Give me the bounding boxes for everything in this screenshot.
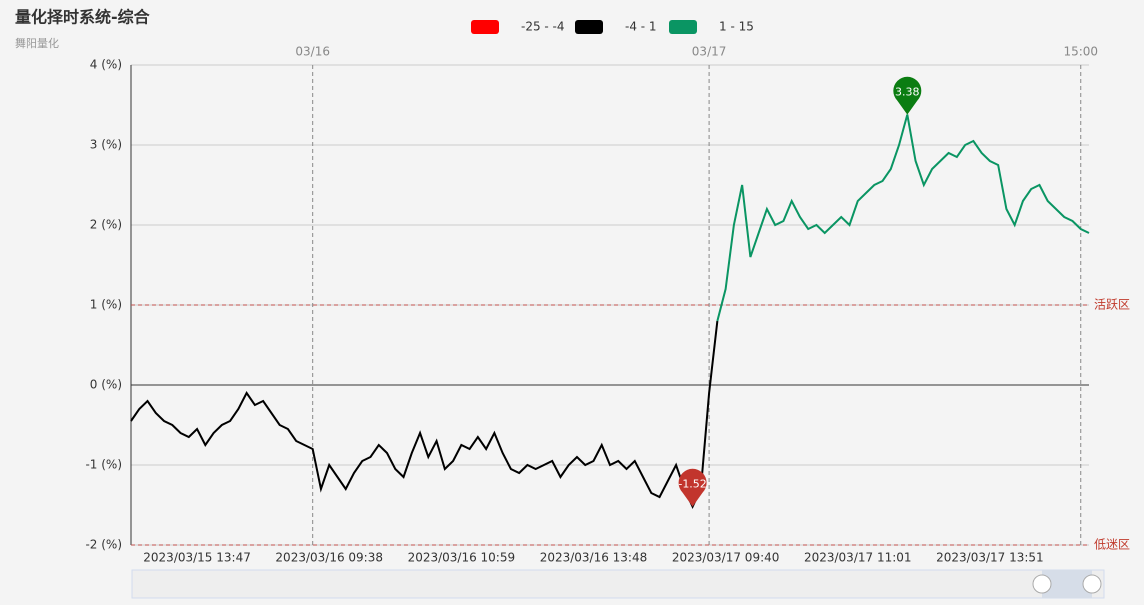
- x-tick-label: 2023/03/15 13:47: [143, 551, 251, 565]
- mark-pin-label: -1.52: [678, 478, 706, 491]
- zoom-handle[interactable]: [1082, 574, 1102, 594]
- legend-label: 1 - 15: [719, 20, 754, 34]
- zoom-track: [131, 569, 1105, 599]
- legend-swatch: [471, 20, 499, 34]
- x-tick-label: 2023/03/16 13:48: [540, 551, 648, 565]
- mark-pin: [678, 468, 707, 507]
- legend-swatch: [575, 20, 603, 34]
- y-tick-label: 4 (%): [90, 58, 122, 72]
- y-tick-label: 3 (%): [90, 138, 122, 152]
- chart-subtitle: 舞阳量化: [15, 36, 59, 50]
- top-label: 15:00: [1063, 45, 1098, 59]
- series-line: [130, 320, 719, 509]
- legend-swatch: [669, 20, 697, 34]
- mark-line-label: 低迷区: [1094, 538, 1130, 552]
- chart-title: 量化择时系统-综合: [15, 8, 151, 27]
- data-zoom[interactable]: [131, 569, 1105, 599]
- top-label: 03/16: [295, 45, 330, 59]
- x-tick-label: 2023/03/17 13:51: [936, 551, 1044, 565]
- x-tick-label: 2023/03/17 11:01: [804, 551, 912, 565]
- zoom-handle[interactable]: [1032, 574, 1052, 594]
- y-tick-label: 2 (%): [90, 218, 122, 232]
- mark-pin: [893, 76, 922, 115]
- y-tick-label: 0 (%): [90, 378, 122, 392]
- y-tick-label: -2 (%): [85, 538, 122, 552]
- x-tick-label: 2023/03/16 10:59: [408, 551, 516, 565]
- mark-pin-label: 3.38: [895, 86, 920, 99]
- legend-label: -4 - 1: [625, 20, 657, 34]
- x-tick-label: 2023/03/16 09:38: [275, 551, 383, 565]
- x-tick-label: 2023/03/17 09:40: [672, 551, 780, 565]
- mark-line-label: 活跃区: [1094, 298, 1130, 312]
- y-tick-label: 1 (%): [90, 298, 122, 312]
- y-tick-label: -1 (%): [85, 458, 122, 472]
- legend-label: -25 - -4: [521, 20, 565, 34]
- series-line: [716, 114, 1090, 322]
- top-label: 03/17: [692, 45, 727, 59]
